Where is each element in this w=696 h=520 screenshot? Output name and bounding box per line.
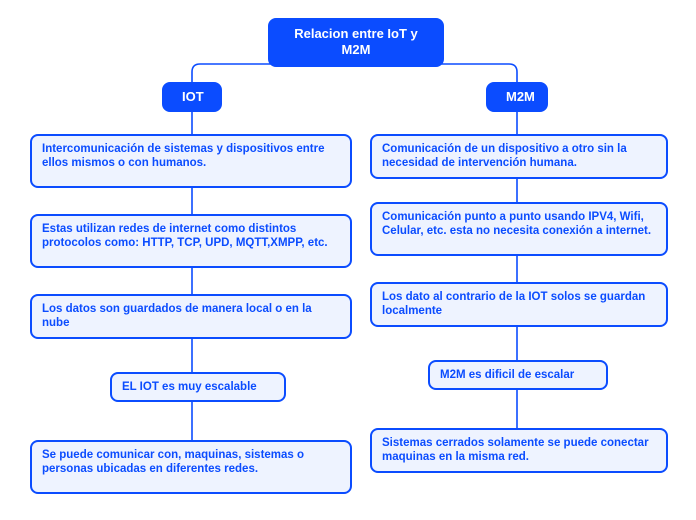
leaf-m2m-0-label: Comunicación de un dispositivo a otro si…: [370, 134, 668, 179]
root-node-label: Relacion entre IoT y M2M: [268, 18, 444, 67]
leaf-m2m-2-label: Los dato al contrario de la IOT solos se…: [370, 282, 668, 327]
branch-iot: IOT: [162, 82, 222, 112]
leaf-iot-1: Estas utilizan redes de internet como di…: [30, 214, 352, 268]
branch-iot-label: IOT: [162, 82, 222, 112]
root-node: Relacion entre IoT y M2M: [268, 18, 444, 67]
leaf-iot-4: Se puede comunicar con, maquinas, sistem…: [30, 440, 352, 494]
leaf-iot-2-label: Los datos son guardados de manera local …: [30, 294, 352, 339]
leaf-m2m-4-label: Sistemas cerrados solamente se puede con…: [370, 428, 668, 473]
leaf-iot-3-label: EL IOT es muy escalable: [110, 372, 286, 402]
leaf-m2m-3: M2M es dificil de escalar: [428, 360, 608, 390]
leaf-m2m-1-label: Comunicación punto a punto usando IPV4, …: [370, 202, 668, 256]
diagram-stage: Relacion entre IoT y M2M IOT Intercomunica…: [0, 0, 696, 520]
leaf-m2m-4: Sistemas cerrados solamente se puede con…: [370, 428, 668, 473]
leaf-iot-0-label: Intercomunicación de sistemas y disposit…: [30, 134, 352, 188]
leaf-iot-3: EL IOT es muy escalable: [110, 372, 286, 402]
leaf-m2m-2: Los dato al contrario de la IOT solos se…: [370, 282, 668, 327]
leaf-iot-2: Los datos son guardados de manera local …: [30, 294, 352, 339]
branch-m2m: M2M: [486, 82, 548, 112]
leaf-m2m-1: Comunicación punto a punto usando IPV4, …: [370, 202, 668, 256]
leaf-m2m-3-label: M2M es dificil de escalar: [428, 360, 608, 390]
leaf-iot-1-label: Estas utilizan redes de internet como di…: [30, 214, 352, 268]
leaf-iot-4-label: Se puede comunicar con, maquinas, sistem…: [30, 440, 352, 494]
leaf-m2m-0: Comunicación de un dispositivo a otro si…: [370, 134, 668, 179]
branch-m2m-label: M2M: [486, 82, 548, 112]
leaf-iot-0: Intercomunicación de sistemas y disposit…: [30, 134, 352, 188]
